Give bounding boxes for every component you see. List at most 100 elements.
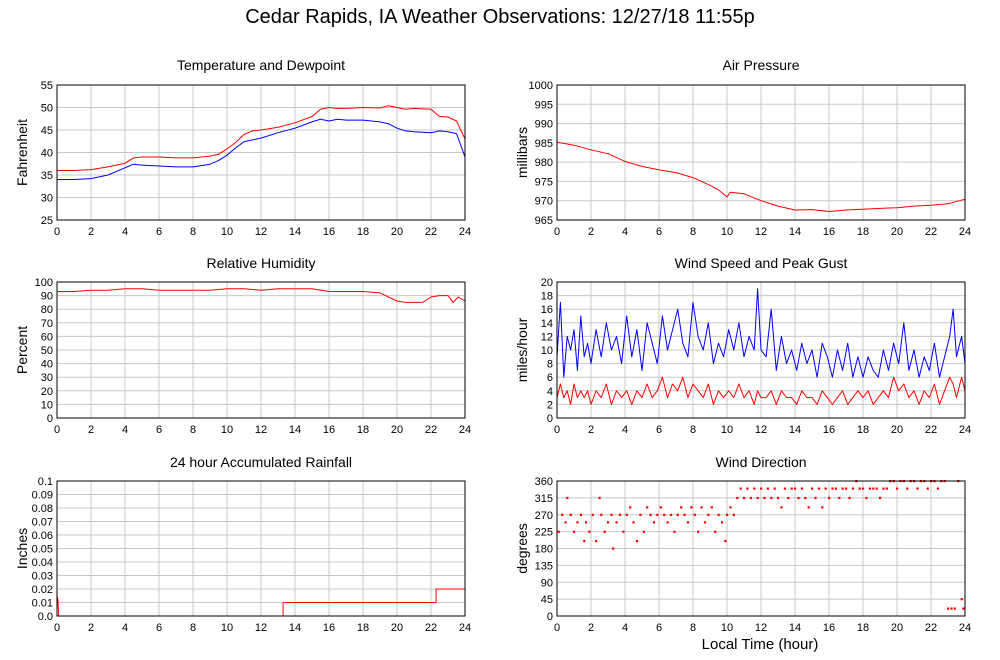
direction-point — [811, 487, 814, 490]
direction-point — [749, 496, 752, 500]
wind-ytick-label: 10 — [541, 345, 553, 357]
temp-xtick-label: 2 — [88, 226, 94, 238]
humidity-xtick-label: 8 — [190, 424, 196, 436]
direction-point — [720, 521, 724, 524]
direction-point — [817, 487, 820, 490]
humidity-ytick-label: 90 — [41, 291, 53, 303]
wind-ytick-label: 14 — [541, 318, 553, 330]
wind-ytick-label: 8 — [547, 359, 553, 371]
humidity-ylabel: Percent — [14, 326, 30, 374]
humidity-ytick-label: 70 — [41, 318, 53, 330]
rain-series-1 — [56, 588, 465, 617]
temp-xtick-label: 6 — [156, 226, 162, 238]
direction-xtick-label: 4 — [622, 622, 628, 634]
direction-point — [588, 530, 591, 533]
direction-point — [732, 513, 735, 516]
direction-point — [729, 506, 732, 509]
direction-point — [686, 521, 690, 524]
temp-xtick-label: 24 — [459, 226, 471, 238]
humidity-xtick-label: 20 — [391, 424, 403, 436]
direction-point — [573, 530, 576, 533]
direction-point — [906, 487, 909, 490]
direction-point — [872, 487, 875, 490]
temp-xtick-label: 10 — [221, 226, 233, 238]
direction-ytick-label: 225 — [535, 527, 553, 539]
pressure-ytick-label: 1000 — [529, 80, 553, 92]
humidity-series-1 — [57, 288, 466, 303]
temp-ytick-label: 45 — [41, 125, 53, 137]
direction-xtick-label: 2 — [588, 622, 594, 634]
rain-xtick-label: 4 — [122, 622, 128, 634]
direction-xtick-label: 18 — [857, 622, 869, 634]
humidity-xtick-label: 6 — [156, 424, 162, 436]
direction-point — [882, 487, 885, 490]
pressure-ytick-label: 995 — [535, 99, 553, 111]
direction-point — [646, 506, 649, 509]
direction-point — [629, 506, 632, 509]
direction-point — [676, 513, 679, 516]
wind-xtick-label: 2 — [588, 424, 594, 436]
temp-xtick-label: 18 — [357, 226, 369, 238]
wind-xtick-label: 6 — [656, 424, 662, 436]
wind-xtick-label: 20 — [891, 424, 903, 436]
page-title: Cedar Rapids, IA Weather Observations: 1… — [245, 6, 755, 28]
direction-point — [693, 513, 696, 516]
direction-point — [845, 487, 848, 490]
pressure-xtick-label: 2 — [588, 226, 594, 238]
direction-xtick-label: 20 — [891, 622, 903, 634]
wind-xtick-label: 12 — [755, 424, 767, 436]
direction-point — [879, 496, 882, 500]
wind-xtick-label: 18 — [857, 424, 869, 436]
pressure-ytick-label: 970 — [535, 196, 553, 208]
wind-ytick-label: 6 — [547, 372, 553, 384]
direction-point — [680, 506, 683, 509]
direction-point — [848, 496, 851, 500]
temp-xtick-label: 12 — [255, 226, 267, 238]
wind-xtick-label: 8 — [690, 424, 696, 436]
direction-point — [763, 496, 766, 500]
direction-point — [868, 487, 871, 490]
direction-point — [834, 487, 837, 490]
humidity-xtick-label: 22 — [425, 424, 437, 436]
direction-point — [851, 487, 854, 490]
wind-frame — [556, 281, 966, 419]
direction-point — [557, 530, 560, 533]
direction-point — [566, 496, 569, 500]
direction-point — [736, 496, 739, 500]
direction-point — [603, 530, 606, 533]
rain-ytick-label: 0.1 — [38, 476, 53, 488]
direction-point — [584, 521, 588, 524]
direction-point — [576, 521, 579, 524]
temp-ytick-label: 55 — [41, 80, 53, 92]
pressure-ytick-label: 965 — [535, 215, 553, 227]
wind-ylabel: miles/hour — [514, 317, 530, 382]
rain-ytick-label: 0.03 — [32, 571, 53, 583]
direction-point — [649, 513, 652, 516]
direction-ytick-label: 135 — [535, 560, 553, 572]
direction-point — [714, 530, 717, 533]
humidity-ytick-label: 50 — [41, 345, 53, 357]
pressure-ytick-label: 975 — [535, 176, 553, 188]
direction-xtick-label: 14 — [789, 622, 801, 634]
temp-series-1 — [57, 105, 466, 171]
direction-point — [561, 513, 564, 516]
direction-point — [814, 496, 817, 500]
rain-xtick-label: 16 — [323, 622, 335, 634]
direction-xtick-label: 0 — [554, 622, 560, 634]
direction-point — [595, 540, 598, 543]
direction-point — [841, 487, 844, 490]
temp-ytick-label: 30 — [41, 193, 53, 205]
rain-xtick-label: 2 — [88, 622, 94, 634]
direction-xtick-label: 10 — [721, 622, 733, 634]
rain-ytick-label: 0.05 — [32, 544, 53, 556]
wind-series-2 — [556, 376, 966, 405]
wind-xtick-label: 4 — [622, 424, 628, 436]
rain-ylabel: Inches — [14, 528, 30, 569]
direction-point — [960, 598, 963, 601]
direction-point — [797, 496, 800, 500]
pressure-xtick-label: 4 — [622, 226, 628, 238]
humidity-title: Relative Humidity — [207, 255, 316, 271]
